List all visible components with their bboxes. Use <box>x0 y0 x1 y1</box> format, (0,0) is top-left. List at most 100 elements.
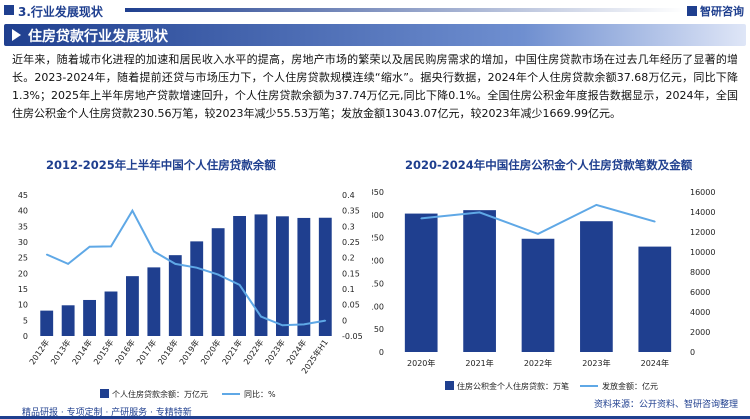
y-right-tick-label: 16000 <box>690 188 715 197</box>
y-left-tick-label: 40 <box>18 207 28 216</box>
bar-mark <box>254 214 268 336</box>
bar-mark <box>638 246 672 352</box>
x-tick-label: 2021年 <box>220 337 244 366</box>
bar-mark <box>233 215 246 336</box>
x-tick-label: 2019年 <box>177 337 201 366</box>
y-left-tick-label: 100 <box>372 302 384 311</box>
header-divider <box>125 8 685 12</box>
y-left-tick-label: 150 <box>372 279 384 288</box>
y-right-tick-label: 6000 <box>690 288 710 297</box>
x-tick-label: 2023年 <box>582 358 610 368</box>
line-point <box>88 245 91 248</box>
logo-text: 智研咨询 <box>700 5 744 18</box>
chart-1-title: 2012-2025年上半年中国个人住房贷款余额 <box>46 158 276 172</box>
y-left-tick-label: 30 <box>18 238 28 247</box>
line-point <box>281 324 284 327</box>
y-right-tick-label: 0 <box>342 316 347 325</box>
x-tick-label: 2020年 <box>407 358 435 368</box>
bar-mark <box>40 310 54 336</box>
x-tick-label: 2022年 <box>524 358 552 368</box>
y-right-tick-label: 8000 <box>690 268 710 277</box>
y-right-tick-label: 0.15 <box>342 269 360 278</box>
x-tick-label: 2014年 <box>70 337 94 366</box>
x-tick-label: 2015年 <box>91 337 115 366</box>
line-point <box>324 319 327 322</box>
line-point <box>420 217 422 220</box>
x-tick-label: 2012年 <box>27 337 51 366</box>
y-right-tick-label: 4000 <box>690 308 710 317</box>
y-right-tick-label: -0.05 <box>342 332 363 341</box>
section-title: 3.行业发展现状 <box>18 5 103 19</box>
x-tick-label: 2020年 <box>198 337 222 366</box>
line-point <box>110 245 112 248</box>
bar-mark <box>276 216 289 336</box>
bar-mark <box>580 221 613 352</box>
y-right-tick-label: 0.3 <box>342 222 355 231</box>
bar-mark <box>318 217 332 336</box>
y-left-tick-label: 45 <box>18 191 28 200</box>
footer-bar <box>0 416 750 419</box>
line-point <box>478 211 481 214</box>
line-point <box>45 253 48 256</box>
chart-2-title: 2020-2024年中国住房公积金个人住房贷款笔数及金额 <box>405 158 693 172</box>
y-left-tick-label: 200 <box>372 257 384 266</box>
y-left-tick-label: 50 <box>374 325 384 334</box>
bar-mark <box>104 291 118 336</box>
line-point <box>131 209 134 212</box>
line-point <box>67 263 69 265</box>
section-marker-icon <box>4 5 14 15</box>
bar-mark <box>168 255 182 336</box>
x-tick-label: 2013年 <box>48 337 72 366</box>
bar-mark <box>147 267 161 336</box>
x-tick-label: 2023年 <box>263 337 287 366</box>
legend-bar-swatch <box>445 381 454 390</box>
y-right-tick-label: 0.2 <box>342 254 355 263</box>
logo-icon <box>687 6 697 16</box>
line-point <box>537 233 539 235</box>
bar-mark <box>521 238 555 352</box>
line-series <box>46 208 326 327</box>
bar-mark <box>297 217 311 336</box>
legend-bar-label: 住房公积金个人住房贷款：万笔 <box>457 381 569 391</box>
line-point <box>595 204 598 206</box>
bar-mark <box>61 305 75 336</box>
y-right-tick-label: 0.1 <box>342 285 355 294</box>
y-right-tick-label: 0 <box>690 348 695 357</box>
line-point <box>174 263 177 265</box>
y-right-tick-label: 12000 <box>690 228 715 237</box>
x-tick-label: 2017年 <box>134 337 158 366</box>
line-point <box>217 273 219 276</box>
x-tick-label: 2018年 <box>155 337 179 366</box>
footer: 精品研报 · 专项定制 · 产研服务 · 专精特新 资料来源：公开资料、智研咨询… <box>0 400 750 419</box>
bar-mark <box>463 210 496 352</box>
line-point <box>303 323 305 326</box>
x-tick-label: 2024年 <box>641 358 669 368</box>
title-bar: 住房贷款行业发展现状 <box>4 24 746 46</box>
y-right-tick-label: 0.35 <box>342 207 360 216</box>
line-point <box>260 315 262 318</box>
brand-logo: 智研咨询 <box>687 3 744 19</box>
y-left-tick-label: 15 <box>18 285 28 294</box>
y-left-tick-label: 350 <box>372 188 384 197</box>
bar-mark <box>190 241 204 336</box>
source-note: 资料来源：公开资料、智研咨询整理 <box>593 400 738 410</box>
y-right-tick-label: 0.25 <box>342 238 360 247</box>
line-point <box>153 250 155 253</box>
y-right-tick-label: 2000 <box>690 328 710 337</box>
footer-slogan: 精品研报 · 专项定制 · 产研服务 · 专精特新 <box>22 408 192 418</box>
y-left-tick-label: 0 <box>379 348 384 357</box>
y-left-tick-label: 0 <box>23 332 28 341</box>
line-point <box>238 284 241 286</box>
bar-mark <box>211 228 225 336</box>
legend-line-label: 同比：% <box>244 389 276 399</box>
arrow-right-icon <box>12 29 21 41</box>
legend-line-label: 发放金额：亿元 <box>602 381 658 391</box>
x-tick-label: 2016年 <box>113 337 137 366</box>
y-left-tick-label: 10 <box>18 301 28 310</box>
line-series <box>421 203 656 235</box>
y-left-tick-label: 300 <box>372 211 384 220</box>
line-point <box>195 266 198 269</box>
y-right-tick-label: 10000 <box>690 248 715 257</box>
line-point <box>654 220 656 223</box>
y-left-tick-label: 25 <box>18 254 28 263</box>
